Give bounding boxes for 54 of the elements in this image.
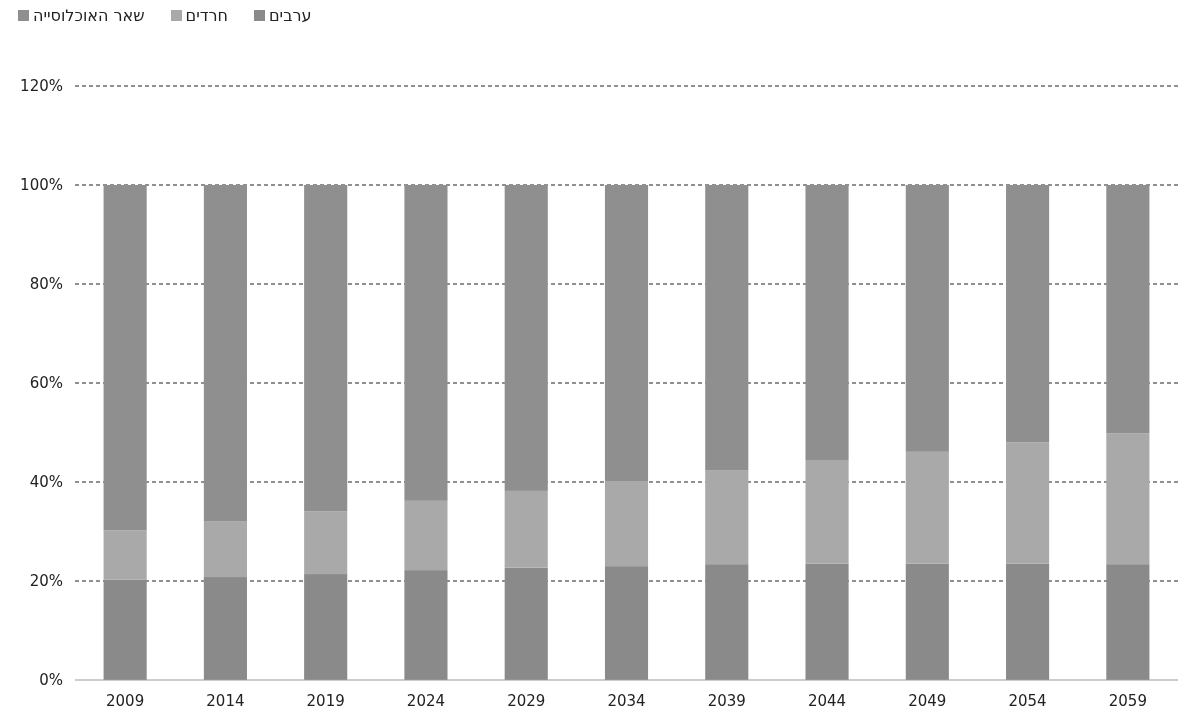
bar <box>905 451 949 564</box>
bar <box>805 185 849 461</box>
x-tick-label: 2054 <box>1008 692 1047 710</box>
bar <box>705 470 749 565</box>
bar <box>304 511 348 575</box>
bar <box>604 185 649 482</box>
y-tick-label: 120% <box>20 77 63 95</box>
y-tick-label: 0% <box>39 671 63 689</box>
y-tick-label: 100% <box>20 176 63 194</box>
y-tick-label: 40% <box>29 473 63 491</box>
legend-label: שאר האוכלוסייה <box>33 6 145 25</box>
bar <box>1006 185 1050 443</box>
bar <box>1106 433 1150 565</box>
bar <box>705 564 749 680</box>
bar <box>1106 185 1150 434</box>
bar <box>404 500 448 571</box>
bar <box>304 574 348 680</box>
bar <box>103 530 147 580</box>
bar <box>805 563 849 680</box>
bar <box>604 566 649 680</box>
x-tick-label: 2024 <box>406 692 446 710</box>
bar <box>203 185 247 522</box>
y-tick-label: 20% <box>29 572 63 590</box>
bar <box>103 185 147 531</box>
x-tick-label: 2034 <box>607 692 646 710</box>
bar <box>203 521 247 578</box>
bar <box>1006 563 1050 680</box>
bar <box>504 185 548 491</box>
x-tick-label: 2014 <box>206 692 245 710</box>
x-tick-label: 2044 <box>807 692 847 710</box>
x-tick-label: 2059 <box>1108 692 1147 710</box>
bar <box>705 185 749 471</box>
bar <box>404 185 448 501</box>
bar <box>103 579 147 680</box>
x-tick-label: 2049 <box>908 692 947 710</box>
bar <box>805 460 849 564</box>
bar <box>404 570 448 680</box>
y-tick-label: 80% <box>29 275 63 293</box>
bar <box>203 577 247 680</box>
x-tick-label: 2029 <box>507 692 546 710</box>
bar <box>504 567 548 680</box>
bar <box>504 490 548 568</box>
legend-label: חרדים <box>185 6 228 25</box>
bar <box>1106 564 1150 680</box>
bar <box>304 185 348 512</box>
x-tick-label: 2009 <box>106 692 145 710</box>
bar <box>905 563 949 680</box>
y-tick-label: 60% <box>29 374 63 392</box>
bar <box>1006 442 1050 564</box>
bar <box>905 185 949 452</box>
bar <box>604 481 649 567</box>
x-tick-label: 2039 <box>707 692 746 710</box>
legend-label: ערבים <box>268 6 312 25</box>
x-tick-label: 2019 <box>306 692 345 710</box>
